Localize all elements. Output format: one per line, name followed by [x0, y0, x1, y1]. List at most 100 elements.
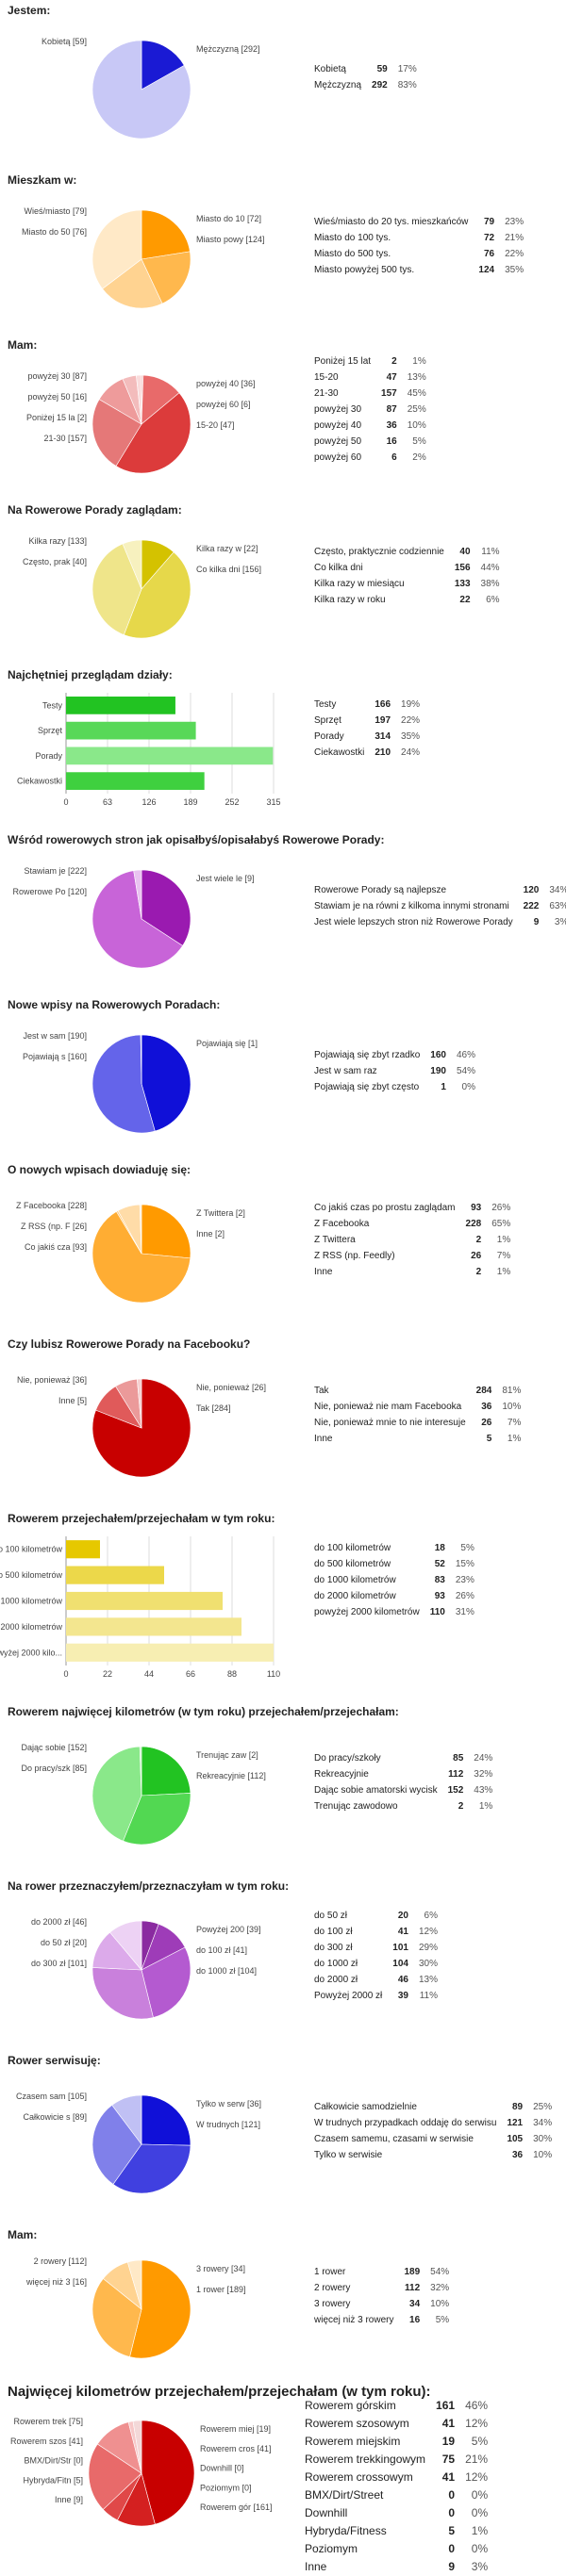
category-label: Ciekawostki [17, 777, 62, 786]
tick-label: 189 [183, 797, 197, 807]
pie-label: Tylko w serw [36] [196, 2099, 261, 2108]
legend-label: do 100 kilometrów [314, 1543, 391, 1553]
legend-count: 1 [441, 1082, 446, 1092]
legend-percent: 3% [554, 917, 566, 927]
legend-percent: 7% [496, 1251, 511, 1261]
section-nowe-wpisy: Nowe wpisy na Rowerowych Poradach: Jest w… [0, 994, 566, 1150]
legend-percent: 83% [397, 80, 417, 90]
category-label: do 1000 kilometrów [0, 1597, 62, 1606]
pie-slice [92, 2278, 142, 2357]
legend-row: Miasto powyżej 500 tys. 124 35% [311, 262, 526, 278]
chart-dzialy: 0 63 126 189 252 315 Testy Sprzęt Porady Ciekawos… [17, 693, 281, 807]
legend-row: Z RSS (np. Feedly) 26 7% [311, 1248, 513, 1264]
chart-km-rok: 0 22 44 66 88 110 do 100 kilometrów do 500 kilo… [0, 1536, 280, 1679]
legend-count: 59 [376, 64, 388, 74]
section-facebook: Czy lubisz Rowerowe Porady na Facebooku?… [0, 1334, 566, 1499]
pie-slice [141, 40, 185, 90]
bar [66, 772, 205, 790]
pie-slice [122, 539, 142, 590]
section-title: Mam: [8, 338, 38, 352]
legend-count: 87 [386, 404, 397, 415]
legend-label: więcej niż 3 rowery [314, 2315, 394, 2325]
pie-label: Z RSS (np. F [26] [21, 1222, 87, 1231]
pie-slice [92, 543, 142, 635]
legend-count: 314 [375, 731, 391, 742]
legend-percent: 23% [455, 1575, 474, 1585]
pie-label: Pojawiają s [160] [23, 1052, 87, 1061]
pie-label: Inne [9] [55, 2495, 83, 2504]
section-title: Rower serwisuję: [8, 2054, 101, 2067]
legend-percent: 0% [471, 2488, 489, 2502]
legend-count: 36 [386, 420, 397, 431]
section-title: Rowerem przejechałem/przejechałam w tym … [8, 1512, 275, 1525]
legend-row: do 300 zł 101 29% [311, 1940, 441, 1956]
legend-row: powyżej 60 6 2% [311, 450, 429, 466]
legend-count: 16 [386, 436, 397, 447]
legend-percent: 30% [418, 1959, 438, 1969]
legend-row: Całkowicie samodzielnie 89 25% [311, 2099, 555, 2115]
pie-label: W trudnych [121] [196, 2120, 260, 2129]
chart-facebook: Nie, ponieważ [36] Nie, ponieważ [26] Inne… [17, 1375, 266, 1478]
legend-count: 22 [459, 595, 471, 605]
legend-percent: 19% [401, 699, 421, 710]
tick-label: 126 [142, 797, 156, 807]
legend-count: 133 [454, 579, 471, 589]
legend-percent: 26% [455, 1591, 474, 1601]
legend-count: 2 [475, 1235, 482, 1245]
legend-percent: 24% [474, 1753, 493, 1764]
category-label: powyżej 2000 kilo... [0, 1648, 62, 1657]
legend-label: Mężczyzną [314, 80, 362, 90]
legend-row: Sprzęt 197 22% [311, 713, 423, 729]
legend-count: 120 [523, 885, 540, 895]
section-serwisuje: Rower serwisuję: Czasem sam [105] Tylko w … [0, 2050, 566, 2215]
legend-percent: 34% [533, 2118, 553, 2128]
pie-label: 1 rower [189] [196, 2285, 246, 2294]
legend-label: Do pracy/szkoły [314, 1753, 381, 1764]
legend-row: Mężczyzną 292 83% [311, 77, 420, 93]
legend-label: 21-30 [314, 388, 339, 399]
legend-count: 34 [409, 2299, 421, 2309]
pie-label: Inne [2] [196, 1229, 225, 1239]
legend-label: Nie, ponieważ nie mam Facebooka [314, 1402, 462, 1412]
pie-label: Downhill [0] [200, 2464, 244, 2473]
section-dzialy: Najchętniej przeglądam działy: 0 63 126 189 2… [0, 665, 566, 820]
pie-label: Powyżej 200 [39] [196, 1925, 261, 1934]
section-title: O nowych wpisach dowiaduję się: [8, 1163, 191, 1176]
legend-percent: 32% [430, 2283, 450, 2293]
legend-label: do 100 zł [314, 1927, 353, 1937]
pie-label: 15-20 [47] [196, 420, 235, 430]
legend-row: Do pracy/szkoły 85 24% [311, 1750, 495, 1766]
legend-count: 110 [429, 1607, 445, 1617]
section-title: Na Rowerowe Porady zaglądam: [8, 503, 182, 517]
legend-percent: 0% [461, 1082, 475, 1092]
legend-count: 190 [430, 1066, 446, 1076]
tick-label: 0 [63, 797, 68, 807]
legend-row: do 1000 kilometrów 83 23% [311, 1572, 477, 1588]
pie-label: Trenując zaw [2] [196, 1750, 258, 1760]
pie-label: Z Facebooka [228] [16, 1201, 87, 1210]
legend-label: Często, praktycznie codziennie [314, 547, 444, 557]
legend-row: do 1000 zł 104 30% [311, 1956, 441, 1972]
legend-label: Miasto do 500 tys. [314, 249, 391, 259]
legend-row: powyżej 2000 kilometrów 110 31% [311, 1604, 477, 1620]
category-label: do 2000 kilometrów [0, 1622, 62, 1632]
legend-table: Co jakiś czas po prostu zaglądam 93 26% Z F… [311, 1200, 513, 1280]
pie-label: Rowerem szos [41] [10, 2437, 83, 2446]
legend-table: Poniżej 15 lat 2 1% 15-20 47 13% 21-30 157 45% po… [311, 353, 429, 466]
pie-label: Miasto do 50 [76] [22, 227, 87, 237]
pie-slice [92, 1746, 142, 1842]
legend-label: Co jakiś czas po prostu zaglądam [314, 1203, 456, 1213]
legend-percent: 23% [505, 217, 524, 227]
section-mam-rowery: Mam: 2 rowery [112] 3 rowery [34] więcej ni… [0, 2224, 566, 2371]
legend-row: Rowerem górskim 161 46% [302, 2397, 491, 2415]
section-title: Najwięcej kilometrów przejechałem/przeje… [8, 2384, 431, 2400]
legend-count: 101 [392, 1943, 408, 1953]
legend-count: 210 [375, 747, 391, 758]
legend-percent: 44% [480, 563, 500, 573]
legend-percent: 13% [418, 1975, 438, 1985]
section-mieszkam: Mieszkam w: Wieś/miasto [79] Miasto do 10 … [0, 170, 566, 325]
section-km-rok: Rowerem przejechałem/przejechałam w tym … [0, 1508, 566, 1692]
legend-percent: 54% [430, 2267, 450, 2277]
legend-label: Ciekawostki [314, 747, 365, 758]
legend-label: Rowerowe Porady są najlepsze [314, 885, 447, 895]
